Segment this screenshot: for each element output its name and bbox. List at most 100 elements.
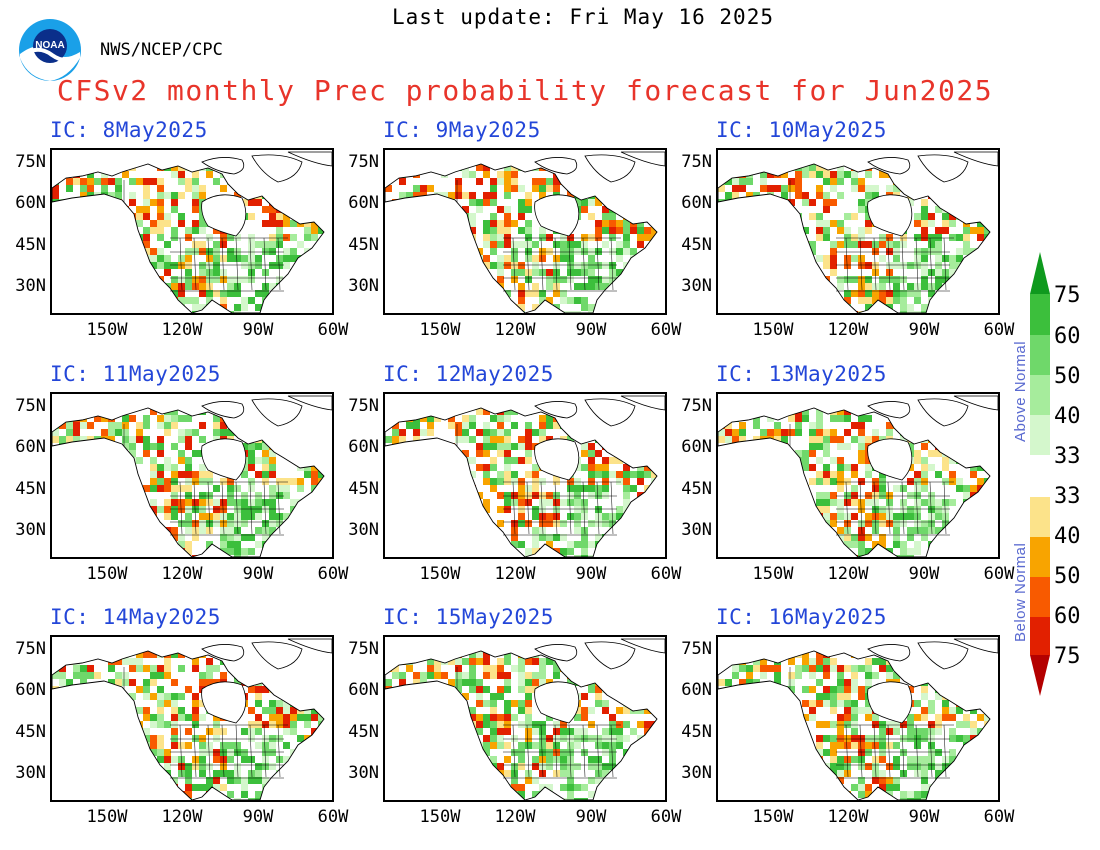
lon-tick-label: 150W [752, 320, 794, 340]
lon-tick-label: 60W [317, 807, 349, 827]
lat-tick-label: 30N [15, 763, 46, 783]
lat-tick-label: 45N [15, 479, 46, 499]
lon-tick-label: 150W [752, 564, 794, 584]
lat-tick-label: 60N [348, 680, 379, 700]
lat-tick-label: 45N [681, 479, 712, 499]
lon-tick-label: 120W [827, 807, 869, 827]
colorbar-tick-label: 33 [1054, 444, 1081, 469]
probability-map [718, 395, 998, 557]
below-normal-label: Below Normal [1012, 542, 1029, 642]
map-frame [50, 392, 334, 559]
last-update-text: Last update: Fri May 16 2025 [391, 5, 774, 29]
panel-title: IC: 9May2025 [383, 118, 541, 142]
lat-tick-label: 30N [348, 520, 379, 540]
probability-map [385, 151, 665, 313]
lat-tick-label: 75N [681, 396, 712, 416]
lon-tick-label: 90W [908, 807, 940, 827]
lat-tick-label: 45N [348, 722, 379, 742]
probability-map [52, 151, 332, 313]
lon-tick-label: 90W [242, 564, 274, 584]
probability-map [385, 395, 665, 557]
map-frame [716, 635, 1000, 802]
colorbar-swatch [1030, 617, 1050, 655]
lat-tick-label: 60N [15, 680, 46, 700]
colorbar-swatch [1030, 577, 1050, 617]
lat-tick-label: 75N [681, 639, 712, 659]
lat-tick-label: 45N [15, 722, 46, 742]
lat-tick-label: 60N [15, 437, 46, 457]
colorbar-swatch [1030, 375, 1050, 415]
colorbar-swatch [1030, 252, 1050, 294]
lon-tick-label: 150W [86, 807, 128, 827]
colorbar-scale [1030, 252, 1050, 696]
lat-tick-label: 45N [681, 722, 712, 742]
lat-tick-label: 30N [15, 520, 46, 540]
panel-title: IC: 14May2025 [50, 605, 221, 629]
lon-tick-label: 90W [575, 564, 607, 584]
page-title: CFSv2 monthly Prec probability forecast … [56, 74, 994, 107]
lat-tick-label: 60N [348, 437, 379, 457]
panel-title: IC: 12May2025 [383, 362, 554, 386]
colorbar-swatch [1030, 655, 1050, 696]
panel-title: IC: 8May2025 [50, 118, 208, 142]
colorbar-swatch [1030, 335, 1050, 375]
lat-tick-label: 75N [348, 396, 379, 416]
lat-tick-label: 45N [348, 235, 379, 255]
lon-tick-label: 90W [242, 807, 274, 827]
lat-tick-label: 75N [348, 639, 379, 659]
probability-map [718, 638, 998, 800]
lat-tick-label: 60N [681, 680, 712, 700]
lon-tick-label: 60W [983, 807, 1015, 827]
lon-tick-label: 60W [983, 564, 1015, 584]
lon-tick-label: 150W [419, 807, 461, 827]
lat-tick-label: 60N [15, 193, 46, 213]
logo-text: NOAA [35, 40, 64, 51]
lon-tick-label: 60W [650, 564, 682, 584]
probability-map [385, 638, 665, 800]
lon-tick-label: 120W [494, 564, 536, 584]
lat-tick-label: 30N [15, 276, 46, 296]
lat-tick-label: 75N [348, 152, 379, 172]
lat-tick-label: 75N [15, 639, 46, 659]
map-frame [50, 148, 334, 315]
lon-tick-label: 60W [650, 807, 682, 827]
lon-tick-label: 150W [419, 320, 461, 340]
colorbar-tick-label: 60 [1054, 324, 1081, 349]
probability-map [52, 638, 332, 800]
lon-tick-label: 150W [86, 564, 128, 584]
lon-tick-label: 150W [86, 320, 128, 340]
lon-tick-label: 60W [317, 320, 349, 340]
lon-tick-label: 90W [908, 320, 940, 340]
colorbar-tick-label: 50 [1054, 564, 1081, 589]
lon-tick-label: 120W [494, 320, 536, 340]
lon-tick-label: 90W [908, 564, 940, 584]
lon-tick-label: 90W [242, 320, 274, 340]
lat-tick-label: 45N [15, 235, 46, 255]
lon-tick-label: 60W [650, 320, 682, 340]
lat-tick-label: 60N [348, 193, 379, 213]
lon-tick-label: 120W [161, 320, 203, 340]
colorbar-swatch [1030, 294, 1050, 335]
lat-tick-label: 45N [681, 235, 712, 255]
lat-tick-label: 75N [681, 152, 712, 172]
noaa-logo: NOAA [19, 19, 81, 81]
map-frame [383, 392, 667, 559]
agency-label: NWS/NCEP/CPC [100, 40, 223, 60]
colorbar-tick-label: 50 [1054, 364, 1081, 389]
panel-title: IC: 11May2025 [50, 362, 221, 386]
colorbar-tick-label: 75 [1054, 644, 1081, 669]
map-frame [716, 148, 1000, 315]
lat-tick-label: 75N [15, 396, 46, 416]
map-frame [383, 635, 667, 802]
lat-tick-label: 60N [681, 437, 712, 457]
colorbar-tick-label: 40 [1054, 404, 1081, 429]
map-frame [50, 635, 334, 802]
colorbar-tick-label: 60 [1054, 604, 1081, 629]
lon-tick-label: 90W [575, 807, 607, 827]
lat-tick-label: 45N [348, 479, 379, 499]
panel-title: IC: 10May2025 [716, 118, 887, 142]
colorbar-swatch [1030, 497, 1050, 537]
colorbar-swatch [1030, 537, 1050, 577]
lat-tick-label: 30N [348, 763, 379, 783]
lat-tick-label: 30N [348, 276, 379, 296]
